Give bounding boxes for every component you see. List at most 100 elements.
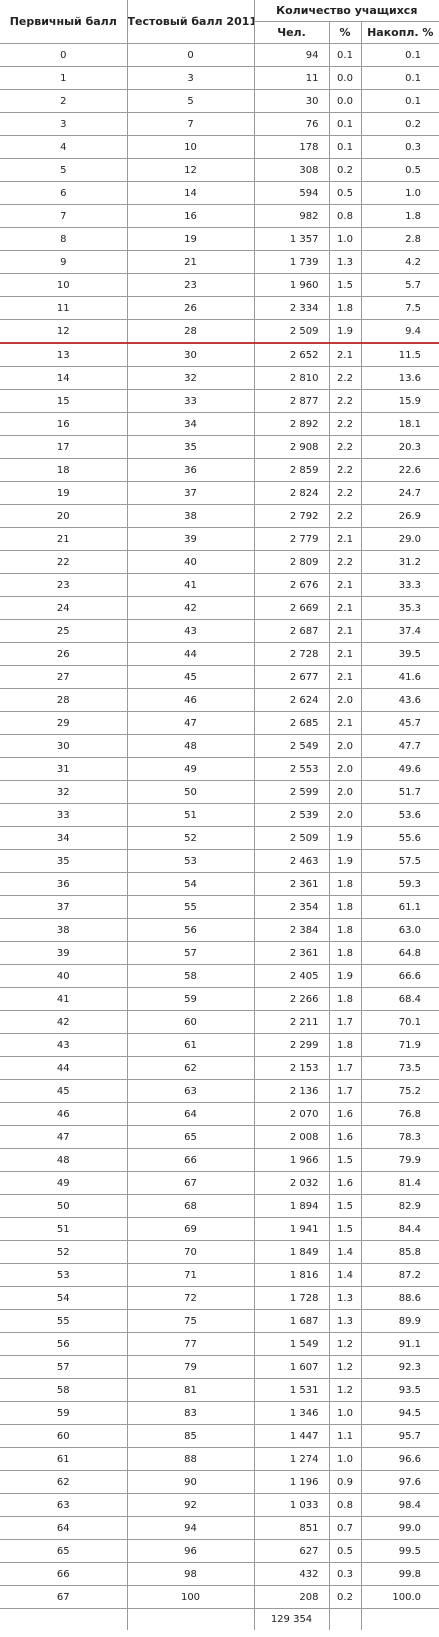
- table-row: 38 56 2 384 1.8 63.0: [0, 918, 439, 942]
- table-row: 9 21 1 739 1.3 4.2: [0, 250, 439, 274]
- primary-score-cell: 57: [0, 1355, 128, 1379]
- cumulative-cell: 51.7: [360, 780, 439, 804]
- total-empty-cell: [360, 1608, 439, 1630]
- table-row: 40 58 2 405 1.9 66.6: [0, 964, 439, 988]
- primary-score-header: Первичный балл: [0, 0, 128, 44]
- cumulative-cell: 76.8: [360, 1102, 439, 1126]
- test-score-cell: 81: [126, 1378, 255, 1402]
- count-header: Чел.: [254, 21, 330, 44]
- test-score-cell: 77: [126, 1332, 255, 1356]
- primary-score-cell: 45: [0, 1079, 128, 1103]
- primary-score-cell: 23: [0, 573, 128, 597]
- cumulative-cell: 61.1: [360, 895, 439, 919]
- cumulative-cell: 24.7: [360, 481, 439, 505]
- primary-score-cell: 61: [0, 1447, 128, 1471]
- cumulative-cell: 43.6: [360, 688, 439, 712]
- test-score-cell: 70: [126, 1240, 255, 1264]
- test-score-cell: 59: [126, 987, 255, 1011]
- count-cell: 1 196: [253, 1470, 330, 1494]
- count-cell: 1 894: [253, 1194, 330, 1218]
- count-cell: 2 779: [253, 527, 330, 551]
- percent-cell: 2.1: [328, 527, 362, 551]
- test-score-cell: 12: [126, 158, 255, 182]
- table-row: 12 28 2 509 1.9 9.4: [0, 319, 439, 344]
- test-score-cell: 52: [126, 826, 255, 850]
- count-cell: 2 877: [253, 389, 330, 413]
- total-count: 129 354: [253, 1608, 330, 1630]
- test-score-cell: 79: [126, 1355, 255, 1379]
- cumulative-cell: 55.6: [360, 826, 439, 850]
- count-cell: 1 739: [253, 250, 330, 274]
- primary-score-cell: 20: [0, 504, 128, 528]
- percent-cell: 0.0: [328, 89, 362, 113]
- table-row: 28 46 2 624 2.0 43.6: [0, 688, 439, 712]
- percent-cell: 1.6: [328, 1171, 362, 1195]
- primary-score-cell: 16: [0, 412, 128, 436]
- percent-cell: 0.5: [328, 1539, 362, 1563]
- percent-cell: 1.0: [328, 227, 362, 251]
- primary-score-cell: 24: [0, 596, 128, 620]
- cumulative-cell: 78.3: [360, 1125, 439, 1149]
- count-cell: 2 892: [253, 412, 330, 436]
- count-cell: 1 274: [253, 1447, 330, 1471]
- percent-cell: 2.1: [328, 665, 362, 689]
- primary-score-cell: 63: [0, 1493, 128, 1517]
- primary-score-cell: 5: [0, 158, 128, 182]
- primary-score-cell: 26: [0, 642, 128, 666]
- count-cell: 1 033: [253, 1493, 330, 1517]
- count-cell: 1 447: [253, 1424, 330, 1448]
- primary-score-cell: 48: [0, 1148, 128, 1172]
- test-score-cell: 88: [126, 1447, 255, 1471]
- cumulative-cell: 70.1: [360, 1010, 439, 1034]
- cumulative-cell: 0.1: [360, 89, 439, 113]
- percent-cell: 2.2: [328, 550, 362, 574]
- percent-cell: 2.1: [328, 596, 362, 620]
- table-row: 56 77 1 549 1.2 91.1: [0, 1332, 439, 1356]
- count-cell: 94: [253, 43, 330, 67]
- cumulative-cell: 41.6: [360, 665, 439, 689]
- percent-cell: 1.8: [328, 987, 362, 1011]
- table-row: 15 33 2 877 2.2 15.9: [0, 389, 439, 413]
- table-row: 23 41 2 676 2.1 33.3: [0, 573, 439, 597]
- count-cell: 1 346: [253, 1401, 330, 1425]
- percent-cell: 1.3: [328, 250, 362, 274]
- cumulative-cell: 9.4: [360, 319, 439, 344]
- cumulative-cell: 35.3: [360, 596, 439, 620]
- primary-score-cell: 66: [0, 1562, 128, 1586]
- count-cell: 2 599: [253, 780, 330, 804]
- table-row: 7 16 982 0.8 1.8: [0, 204, 439, 228]
- percent-cell: 1.5: [328, 1194, 362, 1218]
- test-score-cell: 62: [126, 1056, 255, 1080]
- cumulative-cell: 15.9: [360, 389, 439, 413]
- test-score-cell: 39: [126, 527, 255, 551]
- primary-score-cell: 31: [0, 757, 128, 781]
- count-cell: 208: [253, 1585, 330, 1609]
- test-score-cell: 21: [126, 250, 255, 274]
- test-score-cell: 63: [126, 1079, 255, 1103]
- test-score-cell: 90: [126, 1470, 255, 1494]
- primary-score-cell: 27: [0, 665, 128, 689]
- test-score-cell: 83: [126, 1401, 255, 1425]
- table-row: 10 23 1 960 1.5 5.7: [0, 273, 439, 297]
- table-row: 50 68 1 894 1.5 82.9: [0, 1194, 439, 1218]
- test-score-cell: 0: [126, 43, 255, 67]
- primary-score-cell: 42: [0, 1010, 128, 1034]
- primary-score-cell: 41: [0, 987, 128, 1011]
- count-cell: 1 531: [253, 1378, 330, 1402]
- test-score-cell: 41: [126, 573, 255, 597]
- cumulative-cell: 57.5: [360, 849, 439, 873]
- primary-score-cell: 22: [0, 550, 128, 574]
- primary-score-cell: 44: [0, 1056, 128, 1080]
- percent-cell: 1.9: [328, 849, 362, 873]
- test-score-cell: 72: [126, 1286, 255, 1310]
- percent-cell: 2.1: [328, 619, 362, 643]
- cumulative-cell: 81.4: [360, 1171, 439, 1195]
- primary-score-cell: 25: [0, 619, 128, 643]
- cumulative-cell: 53.6: [360, 803, 439, 827]
- percent-cell: 1.4: [328, 1263, 362, 1287]
- table-row: 61 88 1 274 1.0 96.6: [0, 1447, 439, 1471]
- test-score-cell: 69: [126, 1217, 255, 1241]
- test-score-cell: 68: [126, 1194, 255, 1218]
- table-row: 30 48 2 549 2.0 47.7: [0, 734, 439, 758]
- cumulative-cell: 1.0: [360, 181, 439, 205]
